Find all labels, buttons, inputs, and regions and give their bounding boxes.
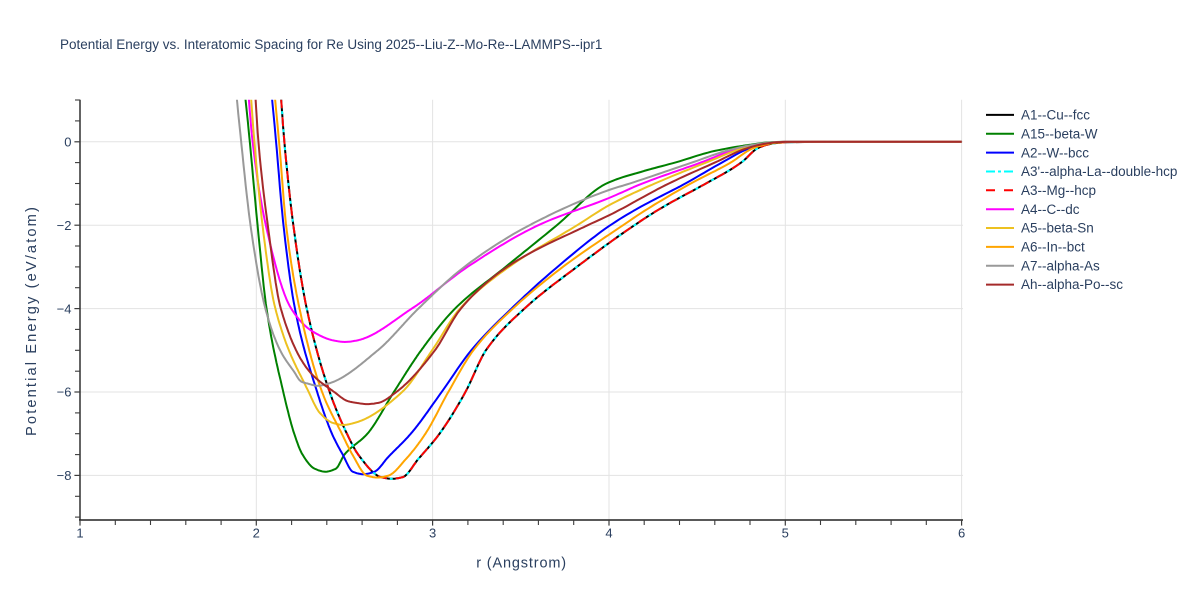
svg-text:A3'--alpha-La--double-hcp: A3'--alpha-La--double-hcp	[1021, 164, 1177, 179]
svg-text:0: 0	[64, 134, 71, 149]
svg-text:2: 2	[253, 526, 260, 541]
svg-text:Ah--alpha-Po--sc: Ah--alpha-Po--sc	[1021, 277, 1123, 292]
svg-text:r (Angstrom): r (Angstrom)	[476, 556, 567, 572]
svg-text:A4--C--dc: A4--C--dc	[1021, 202, 1080, 217]
svg-text:−8: −8	[57, 468, 72, 483]
svg-text:Potential Energy (eV/atom): Potential Energy (eV/atom)	[24, 205, 40, 436]
svg-text:5: 5	[782, 526, 789, 541]
svg-text:−2: −2	[57, 218, 72, 233]
svg-text:1: 1	[76, 526, 83, 541]
svg-text:A6--In--bct: A6--In--bct	[1021, 240, 1085, 255]
svg-text:3: 3	[429, 526, 436, 541]
svg-text:−4: −4	[57, 301, 72, 316]
svg-text:Potential Energy vs. Interatom: Potential Energy vs. Interatomic Spacing…	[60, 37, 602, 52]
svg-text:6: 6	[958, 526, 965, 541]
svg-text:−6: −6	[57, 385, 72, 400]
svg-text:4: 4	[605, 526, 612, 541]
svg-text:A15--beta-W: A15--beta-W	[1021, 126, 1098, 141]
svg-text:A1--Cu--fcc: A1--Cu--fcc	[1021, 108, 1090, 123]
svg-text:A2--W--bcc: A2--W--bcc	[1021, 145, 1089, 160]
svg-text:A7--alpha-As: A7--alpha-As	[1021, 258, 1100, 273]
svg-text:A5--beta-Sn: A5--beta-Sn	[1021, 221, 1094, 236]
svg-text:A3--Mg--hcp: A3--Mg--hcp	[1021, 183, 1096, 198]
